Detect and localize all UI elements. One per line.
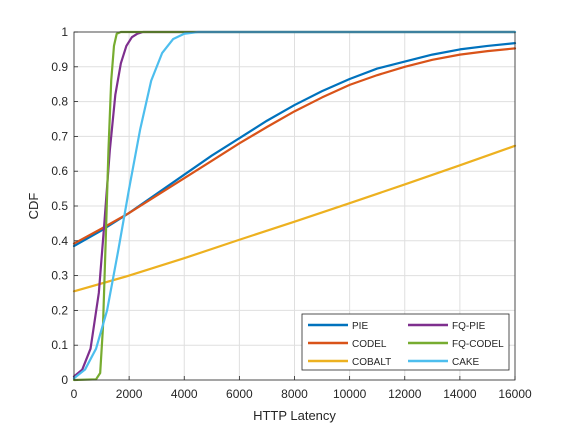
legend-entry-label: PIE <box>352 321 368 332</box>
y-tick-label: 0.8 <box>51 95 68 109</box>
legend-entry-label: CAKE <box>452 357 480 368</box>
x-tick-label: 8000 <box>281 387 308 401</box>
series-lines <box>72 30 517 382</box>
x-axis-label: HTTP Latency <box>253 408 336 423</box>
legend-entry-label: FQ-CODEL <box>452 339 504 350</box>
y-tick-label: 0.9 <box>51 60 68 74</box>
y-tick-label: 0.2 <box>51 303 68 317</box>
series-line-codel <box>72 47 517 245</box>
x-tick-label: 0 <box>71 387 78 401</box>
legend-entry-label: COBALT <box>352 357 391 368</box>
series-line-cake <box>72 30 517 380</box>
series-line-cobalt <box>72 144 517 293</box>
y-tick-label: 0 <box>61 373 68 387</box>
y-tick-label: 0.7 <box>51 129 68 143</box>
legend-entry-label: CODEL <box>352 339 387 350</box>
y-tick-label: 0.6 <box>51 164 68 178</box>
y-axis-ticks: 0 0.1 0.2 0.3 0.4 0.5 0.6 0.7 0.8 0.9 1 <box>51 25 78 387</box>
x-tick-label: 16000 <box>498 387 532 401</box>
legend: PIE CODEL COBALT FQ-PIE FQ-CODEL CAKE <box>301 313 510 371</box>
y-tick-label: 0.5 <box>51 199 68 213</box>
x-tick-label: 6000 <box>226 387 253 401</box>
x-axis-ticks: 0 2000 4000 6000 8000 10000 12000 14000 16000 <box>71 376 532 401</box>
x-tick-label: 12000 <box>388 387 422 401</box>
y-tick-label: 0.1 <box>51 338 68 352</box>
y-tick-label: 0.3 <box>51 269 68 283</box>
y-tick-label: 1 <box>61 25 68 39</box>
y-tick-label: 0.4 <box>51 234 68 248</box>
x-tick-label: 2000 <box>116 387 143 401</box>
legend-entry-label: FQ-PIE <box>452 321 486 332</box>
x-tick-label: 10000 <box>333 387 367 401</box>
y-axis-label: CDF <box>26 193 41 220</box>
x-tick-label: 14000 <box>443 387 477 401</box>
x-tick-label: 4000 <box>171 387 198 401</box>
